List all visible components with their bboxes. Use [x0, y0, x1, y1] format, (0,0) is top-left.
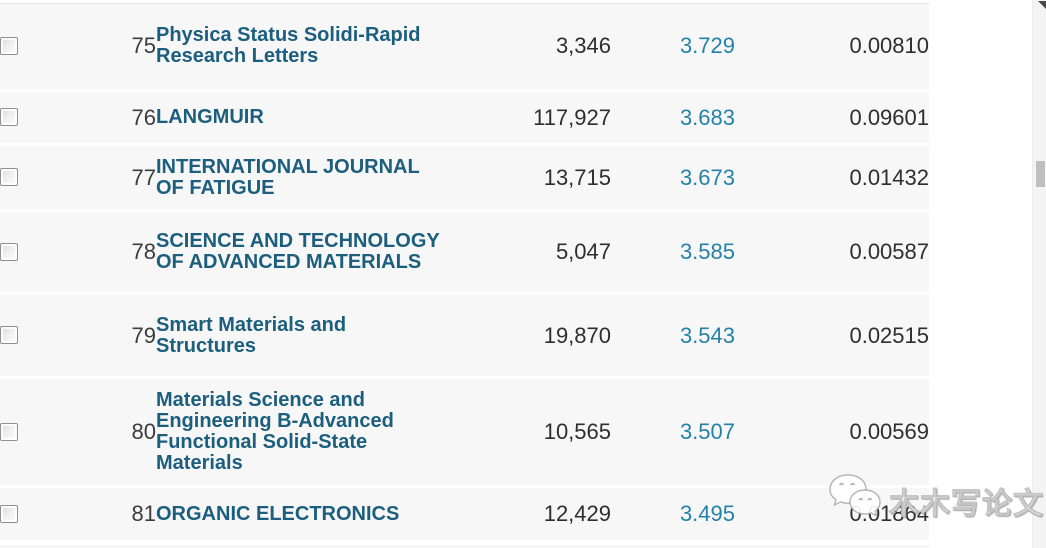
impact-factor-link[interactable]: 3.543: [679, 322, 735, 348]
table-row: 80 Materials Science and Engineering B-A…: [0, 379, 929, 485]
eigenfactor-cell: 0.01432: [735, 146, 929, 209]
impact-factor-link[interactable]: 3.673: [679, 164, 735, 190]
impact-factor-link[interactable]: 3.585: [679, 239, 735, 264]
row-select-checkbox[interactable]: [0, 504, 18, 523]
table-row: 76 LANGMUIR 117,927 3.683 0.09601: [0, 92, 929, 143]
eigenfactor-cell: 0.00810: [735, 3, 929, 89]
rank-cell: 79: [56, 295, 156, 376]
journal-table-body: 75 Physica Status Solidi-Rapid Research …: [0, 3, 929, 540]
journal-title-link[interactable]: SCIENCE AND TECHNOLOGY OF ADVANCED MATER…: [156, 230, 440, 273]
row-select-checkbox[interactable]: [0, 168, 18, 187]
total-cites-cell: 5,047: [490, 212, 611, 292]
total-cites-cell: 19,870: [490, 295, 611, 376]
journal-title-link[interactable]: LANGMUIR: [156, 106, 264, 128]
total-cites-cell: 12,429: [490, 488, 611, 540]
row-select-checkbox[interactable]: [0, 108, 18, 127]
journal-title-link[interactable]: Materials Science and Engineering B-Adva…: [156, 389, 394, 474]
next-row-partial: [0, 545, 929, 548]
eigenfactor-cell: 0.09601: [735, 92, 929, 143]
table-row: 78 SCIENCE AND TECHNOLOGY OF ADVANCED MA…: [0, 212, 929, 292]
table-row: 79 Smart Materials and Structures 19,870…: [0, 295, 929, 376]
eigenfactor-cell: 0.02515: [735, 295, 929, 376]
impact-factor-link[interactable]: 3.507: [679, 419, 735, 444]
journal-table-container: 75 Physica Status Solidi-Rapid Research …: [0, 3, 929, 540]
rank-cell: 75: [56, 3, 156, 89]
impact-factor-link[interactable]: 3.495: [679, 501, 735, 526]
impact-factor-link[interactable]: 3.729: [679, 33, 735, 58]
row-select-checkbox[interactable]: [0, 36, 18, 55]
rank-cell: 80: [56, 379, 156, 485]
total-cites-cell: 13,715: [490, 146, 611, 209]
journal-title-link[interactable]: ORGANIC ELECTRONICS: [156, 502, 400, 525]
journal-title-link[interactable]: INTERNATIONAL JOURNAL OF FATIGUE: [156, 155, 420, 199]
rank-cell: 76: [56, 92, 156, 143]
journal-title-link[interactable]: Smart Materials and Structures: [156, 313, 347, 357]
rank-cell: 78: [56, 212, 156, 292]
eigenfactor-cell: 0.01864: [735, 488, 929, 540]
vertical-scrollbar[interactable]: [1032, 0, 1046, 548]
table-row: 81 ORGANIC ELECTRONICS 12,429 3.495 0.01…: [0, 488, 929, 540]
eigenfactor-cell: 0.00569: [735, 379, 929, 485]
scrollbar-thumb[interactable]: [1036, 161, 1045, 187]
rank-cell: 77: [56, 146, 156, 209]
eigenfactor-cell: 0.00587: [735, 212, 929, 292]
row-select-checkbox[interactable]: [0, 242, 18, 261]
table-top-divider: [0, 3, 929, 4]
cutoff-corner-arrow-icon: [1038, 1, 1046, 9]
total-cites-cell: 10,565: [490, 379, 611, 485]
table-row: 77 INTERNATIONAL JOURNAL OF FATIGUE 13,7…: [0, 146, 929, 209]
impact-factor-link[interactable]: 3.683: [679, 104, 735, 130]
row-select-checkbox[interactable]: [0, 422, 18, 441]
table-row: 75 Physica Status Solidi-Rapid Research …: [0, 3, 929, 89]
row-select-checkbox[interactable]: [0, 326, 18, 345]
total-cites-cell: 117,927: [490, 92, 611, 143]
journal-title-link[interactable]: Physica Status Solidi-Rapid Research Let…: [156, 24, 421, 67]
total-cites-cell: 3,346: [490, 3, 611, 89]
rank-cell: 81: [56, 488, 156, 540]
journal-table: 75 Physica Status Solidi-Rapid Research …: [0, 3, 929, 540]
